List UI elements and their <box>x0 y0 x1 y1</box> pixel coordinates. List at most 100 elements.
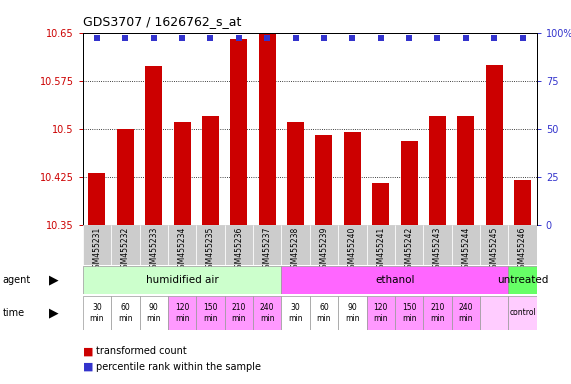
Text: GSM455238: GSM455238 <box>291 227 300 273</box>
Text: ▶: ▶ <box>50 273 59 286</box>
Point <box>149 35 158 41</box>
Bar <box>315 135 332 225</box>
Text: GSM455236: GSM455236 <box>234 227 243 273</box>
Bar <box>338 225 367 265</box>
Text: ■: ■ <box>83 362 93 372</box>
Text: 30
min: 30 min <box>288 303 303 323</box>
Bar <box>395 225 423 265</box>
Bar <box>401 141 417 225</box>
Text: 120
min: 120 min <box>373 303 388 323</box>
Text: control: control <box>509 308 536 318</box>
Text: untreated: untreated <box>497 275 548 285</box>
Point <box>348 35 357 41</box>
Bar <box>139 296 168 330</box>
Bar <box>344 132 361 225</box>
Bar <box>486 65 502 225</box>
Text: time: time <box>3 308 25 318</box>
Bar <box>452 296 480 330</box>
Text: GSM455239: GSM455239 <box>319 227 328 273</box>
Bar <box>202 116 219 225</box>
Bar <box>145 66 162 225</box>
Point <box>263 35 272 41</box>
Bar <box>282 266 508 294</box>
Bar <box>83 266 282 294</box>
Point <box>461 35 471 41</box>
Bar <box>83 296 111 330</box>
Point <box>404 35 413 41</box>
Point <box>319 35 328 41</box>
Point <box>121 35 130 41</box>
Bar <box>117 129 134 225</box>
Text: 30
min: 30 min <box>90 303 104 323</box>
Text: percentile rank within the sample: percentile rank within the sample <box>96 362 261 372</box>
Text: 240
min: 240 min <box>260 303 275 323</box>
Text: GSM455242: GSM455242 <box>405 227 413 273</box>
Bar <box>139 225 168 265</box>
Bar <box>168 296 196 330</box>
Text: GSM455243: GSM455243 <box>433 227 442 273</box>
Text: 60
min: 60 min <box>317 303 331 323</box>
Bar <box>224 225 253 265</box>
Bar <box>282 296 309 330</box>
Text: 150
min: 150 min <box>402 303 416 323</box>
Point <box>433 35 442 41</box>
Bar <box>83 225 111 265</box>
Point <box>376 35 385 41</box>
Bar <box>230 39 247 225</box>
Bar <box>89 174 106 225</box>
Text: GSM455244: GSM455244 <box>461 227 471 273</box>
Point <box>489 35 498 41</box>
Bar <box>196 225 224 265</box>
Text: GSM455233: GSM455233 <box>149 227 158 273</box>
Text: GSM455246: GSM455246 <box>518 227 527 273</box>
Text: 90
min: 90 min <box>345 303 360 323</box>
Bar <box>372 183 389 225</box>
Bar <box>508 225 537 265</box>
Text: GSM455232: GSM455232 <box>121 227 130 273</box>
Text: 150
min: 150 min <box>203 303 218 323</box>
Text: GSM455235: GSM455235 <box>206 227 215 273</box>
Bar <box>480 296 508 330</box>
Text: GDS3707 / 1626762_s_at: GDS3707 / 1626762_s_at <box>83 15 241 28</box>
Bar <box>423 296 452 330</box>
Text: 210
min: 210 min <box>430 303 445 323</box>
Text: GSM455231: GSM455231 <box>93 227 102 273</box>
Text: GSM455241: GSM455241 <box>376 227 385 273</box>
Text: 90
min: 90 min <box>147 303 161 323</box>
Text: agent: agent <box>3 275 31 285</box>
Point <box>234 35 243 41</box>
Bar <box>259 33 276 225</box>
Point <box>93 35 102 41</box>
Bar <box>282 225 309 265</box>
Text: 120
min: 120 min <box>175 303 190 323</box>
Point <box>206 35 215 41</box>
Bar <box>287 122 304 225</box>
Bar <box>457 116 475 225</box>
Bar <box>514 180 531 225</box>
Bar <box>395 296 423 330</box>
Bar <box>224 296 253 330</box>
Bar <box>168 225 196 265</box>
Bar <box>508 296 537 330</box>
Bar <box>367 225 395 265</box>
Point <box>178 35 187 41</box>
Bar <box>111 225 139 265</box>
Bar <box>367 296 395 330</box>
Text: transformed count: transformed count <box>96 346 187 356</box>
Point <box>518 35 527 41</box>
Point <box>291 35 300 41</box>
Text: ▶: ▶ <box>50 306 59 319</box>
Bar <box>310 296 338 330</box>
Bar <box>111 296 139 330</box>
Bar <box>310 225 338 265</box>
Bar <box>423 225 452 265</box>
Text: ■: ■ <box>83 346 93 356</box>
Text: GSM455237: GSM455237 <box>263 227 272 273</box>
Text: GSM455234: GSM455234 <box>178 227 187 273</box>
Bar <box>480 225 508 265</box>
Bar <box>429 116 446 225</box>
Text: GSM455240: GSM455240 <box>348 227 357 273</box>
Text: 240
min: 240 min <box>459 303 473 323</box>
Bar <box>174 122 191 225</box>
Text: ethanol: ethanol <box>375 275 415 285</box>
